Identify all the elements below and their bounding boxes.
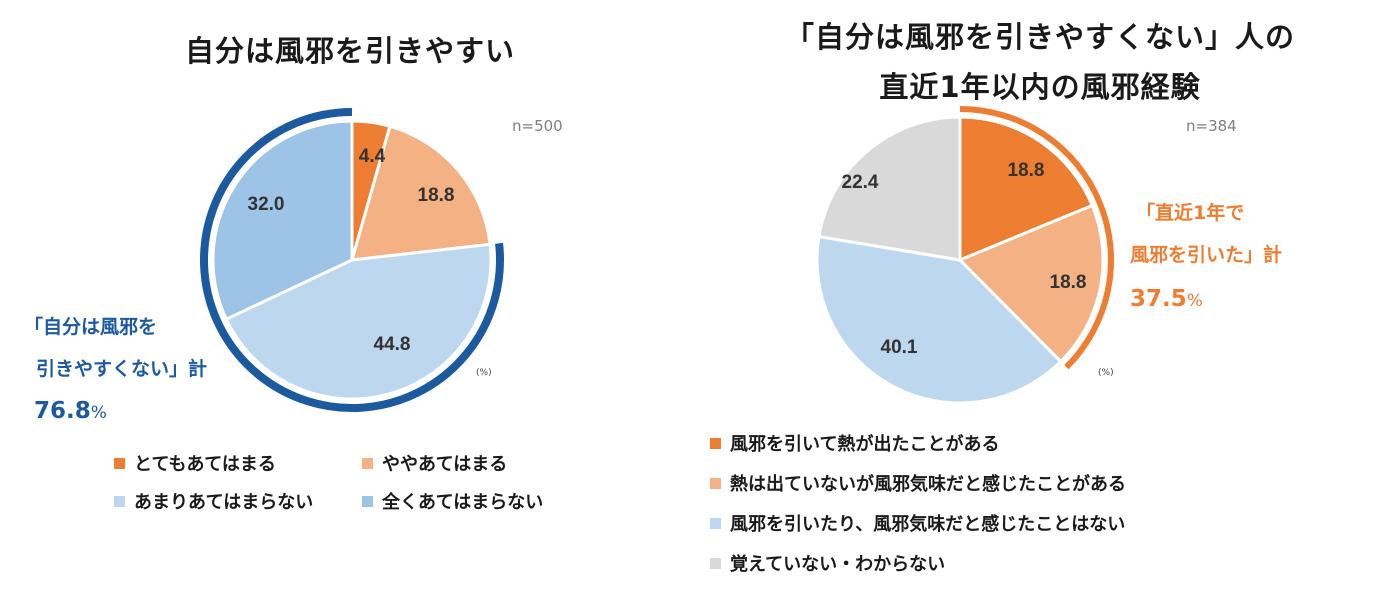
pie-chart-1: 4.4 18.8 44.8 32.0 xyxy=(200,108,504,412)
legend-swatch xyxy=(710,557,721,569)
legend-swatch xyxy=(710,437,721,449)
chart1-legend-item-3: あまりあてはまらない xyxy=(114,488,313,514)
legend-label: ややあてはまる xyxy=(382,454,508,475)
legend-label: 全くあてはまらない xyxy=(382,492,544,513)
highlight-arc xyxy=(200,108,504,412)
pie-slice-2 xyxy=(349,124,492,262)
pie-chart-2: 18.8 18.8 40.1 22.4 xyxy=(815,106,1114,405)
legend-label: 熱は出ていないが風邪気味だと感じたことがある xyxy=(730,474,1126,495)
pie-slice-4 xyxy=(211,119,354,322)
chart1-callout-line2: 引きやすくない」計 xyxy=(36,358,208,380)
legend-label: あまりあてはまらない xyxy=(134,492,314,513)
slice-value-label: 32.0 xyxy=(248,194,285,215)
legend-label: 覚えていない・わからない xyxy=(730,554,946,575)
chart2-title-line2: 直近1年以内の風邪経験 xyxy=(879,70,1201,104)
legend-swatch xyxy=(710,477,721,489)
legend-label: 風邪を引いたり、風邪気味だと感じたことはない xyxy=(730,514,1126,535)
chart2-callout-line2: 風邪を引いた」計 xyxy=(1130,244,1283,266)
slice-value-label: 18.8 xyxy=(1008,160,1045,181)
chart1-unit-label: (%) xyxy=(476,368,492,378)
pie-slice-3 xyxy=(224,242,493,401)
chart2-callout-total: 37.5% xyxy=(1130,286,1203,312)
chart2-legend-item-4: 覚えていない・わからない xyxy=(710,550,945,576)
slice-value-label: 18.8 xyxy=(1050,272,1087,293)
slice-value-label: 40.1 xyxy=(881,337,918,358)
legend-swatch xyxy=(114,457,125,469)
pie-slice-4 xyxy=(817,115,962,262)
slice-value-label: 4.4 xyxy=(359,146,386,167)
legend-swatch xyxy=(710,517,721,529)
slice-value-label: 18.8 xyxy=(418,185,455,206)
chart2-legend-item-1: 風邪を引いて熱が出たことがある xyxy=(710,430,999,456)
chart2-legend-item-3: 風邪を引いたり、風邪気味だと感じたことはない xyxy=(710,510,1125,536)
pie-slice-2 xyxy=(957,203,1105,364)
chart2-unit-label: (%) xyxy=(1098,368,1114,378)
chart2-legend-item-2: 熱は出ていないが風邪気味だと感じたことがある xyxy=(710,470,1126,496)
legend-swatch xyxy=(362,495,373,507)
chart1-legend-item-4: 全くあてはまらない xyxy=(362,488,543,514)
chart1-callout-total-value: 76.8 xyxy=(34,398,91,424)
chart1-callout-total: 76.8% xyxy=(34,398,107,424)
legend-swatch xyxy=(362,457,373,469)
chart1-callout-total-suffix: % xyxy=(90,403,107,423)
chart1-title: 自分は風邪を引きやすい xyxy=(184,34,515,68)
chart1-legend-item-2: ややあてはまる xyxy=(362,450,507,476)
chart1-sample-size: n=500 xyxy=(512,117,563,135)
slice-value-label: 44.8 xyxy=(374,334,411,355)
legend-label: とてもあてはまる xyxy=(134,454,276,475)
chart2-callout-total-value: 37.5 xyxy=(1130,286,1187,312)
slice-value-label: 22.4 xyxy=(842,172,879,193)
chart2-sample-size: n=384 xyxy=(1186,117,1237,135)
chart1-callout-line1: 「自分は風邪を xyxy=(24,316,158,338)
chart2-callout-total-suffix: % xyxy=(1186,291,1203,311)
pie-slice-1 xyxy=(958,115,1095,263)
legend-swatch xyxy=(114,495,125,507)
legend-label: 風邪を引いて熱が出たことがある xyxy=(730,434,1000,455)
pie-slice-3 xyxy=(815,234,1063,405)
chart2-title-line1: 「自分は風邪を引きやすくない」人の xyxy=(784,20,1295,54)
chart2-callout-line1: 「直近1年で xyxy=(1136,202,1245,224)
highlight-arc xyxy=(959,106,1114,370)
chart1-legend-item-1: とてもあてはまる xyxy=(114,450,276,476)
